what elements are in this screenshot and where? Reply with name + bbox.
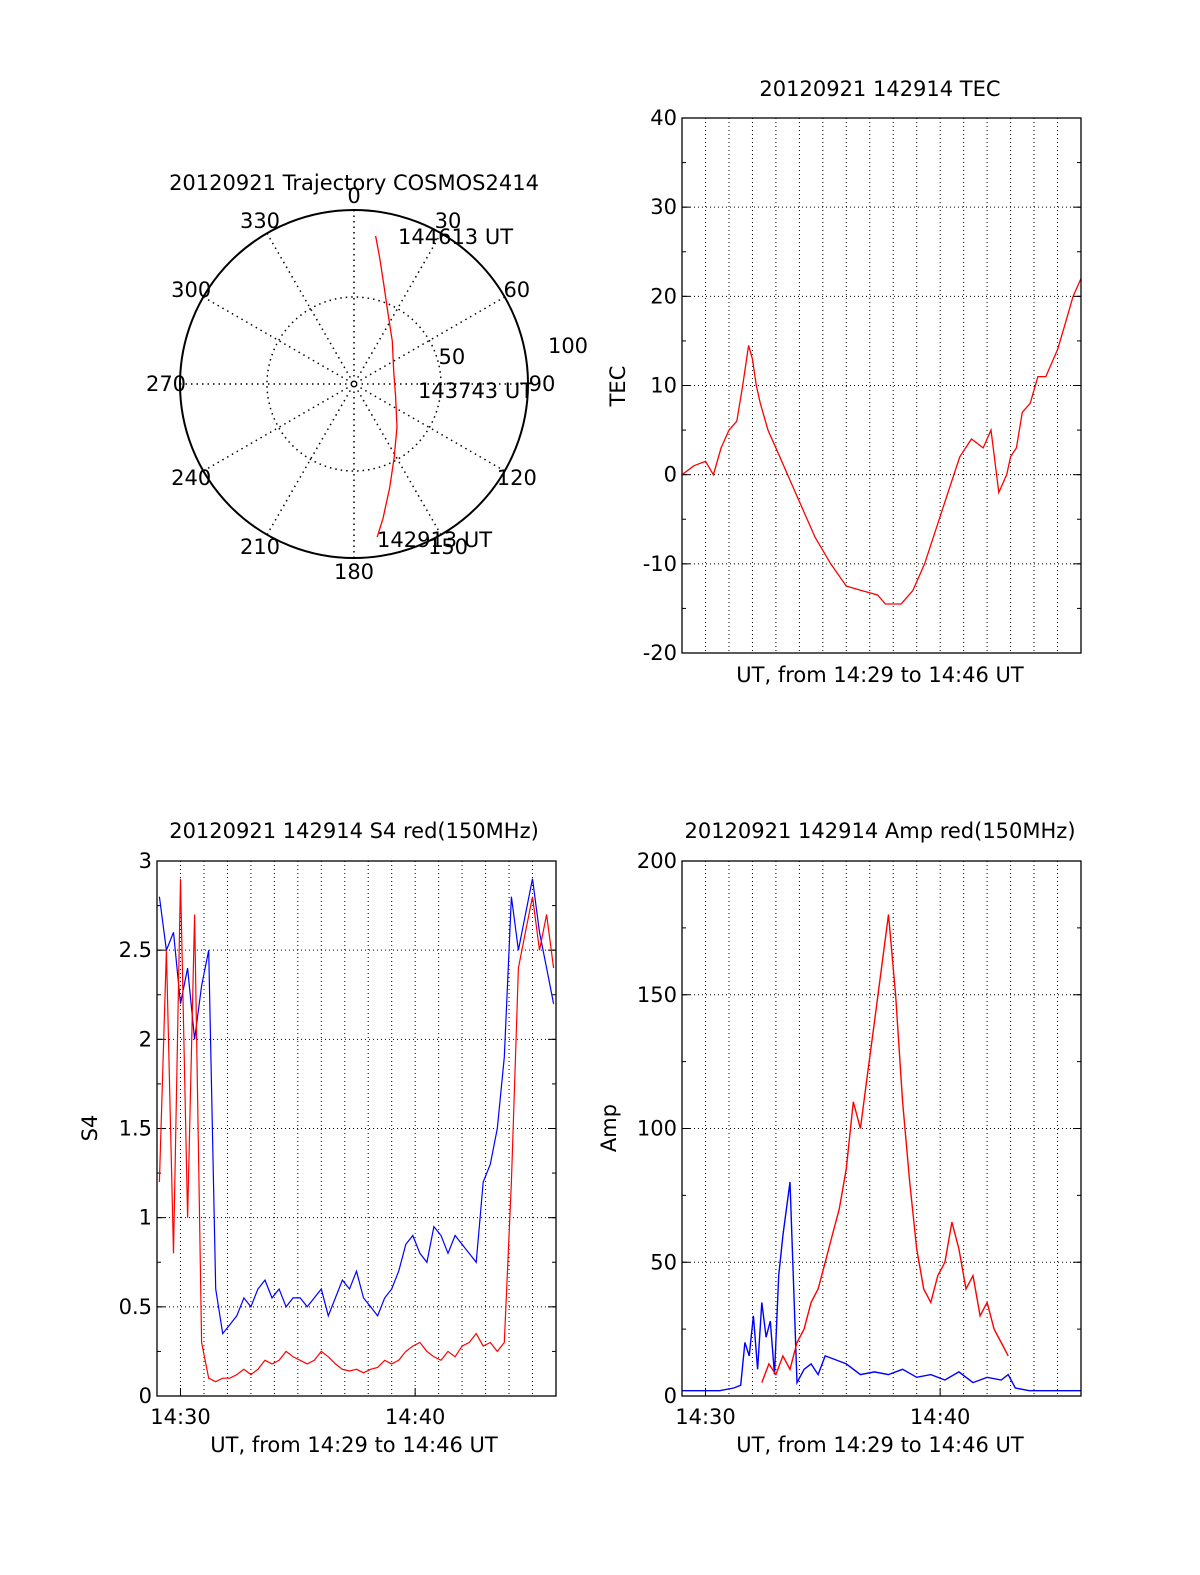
polar-spoke-30 [266,232,442,536]
ytick-label-50: 50 [650,1250,677,1274]
amp-ylabel: Amp [597,1104,621,1152]
ytick-label--20: -20 [643,641,677,665]
chart-1-body: -20 -10 0 10 20 30 40 [643,106,1082,665]
polar-ring-50 [266,296,442,472]
s4-chart: 20120921 142914 S4 red(150MHz) UT, from … [78,819,557,1457]
ytick-label-2.5: 2.5 [119,938,152,962]
azimuth-label-30: 30 [435,209,462,233]
trajectory-line [374,235,398,538]
azimuth-label-330: 330 [240,209,280,233]
tec-chart: 20120921 142914 TEC UT, from 14:29 to 14… [606,77,1082,687]
polar-grid [179,209,529,559]
ytick-label-0.5: 0.5 [119,1295,152,1319]
annotation-142913: 142913 UT [377,528,492,552]
polar-series [374,235,398,538]
azimuth-label-0: 0 [347,184,360,208]
ytick-label-40: 40 [650,106,677,130]
s4-ylabel: S4 [78,1115,102,1142]
polar-title: 20120921 Trajectory COSMOS2414 [169,171,539,195]
ytick-label-3: 3 [139,849,152,873]
xtick-label-14:30: 14:30 [675,1405,736,1429]
azimuth-label-300: 300 [171,278,211,302]
tec-title: 20120921 142914 TEC [759,77,1000,101]
series-red-line [682,278,1081,605]
azimuth-label-90: 90 [529,372,556,396]
plot-frame [681,117,1082,654]
polar-trajectory-chart: 20120921 Trajectory COSMOS2414 0 30 60 90 12… [146,171,588,584]
series-blue-line [682,1181,1081,1392]
ytick-label--10: -10 [643,552,677,576]
azimuth-label-150: 150 [428,535,468,559]
polar-labels: 0 30 60 90 120 150 180 210 240 270 300 330 50 100 [146,184,588,584]
series-red-line [158,878,555,1383]
series-red-line [761,914,1009,1383]
azimuth-label-210: 210 [240,535,280,559]
series-blue-line [158,878,555,1336]
amp-chart: 20120921 142914 Amp red(150MHz) UT, from… [597,819,1082,1457]
chart-3-body: 0 50 100 150 200 14:30 14:40 [637,849,1082,1429]
polar-spoke-150 [266,232,442,536]
xtick-label-14:30: 14:30 [150,1405,211,1429]
ytick-label-100: 100 [637,1117,677,1141]
tec-xlabel: UT, from 14:29 to 14:46 UT [736,663,1024,687]
ytick-label-0: 0 [139,1384,152,1408]
ytick-label-0: 0 [664,463,677,487]
radial-label-50: 50 [438,345,465,369]
azimuth-label-270: 270 [146,372,186,396]
plot-frame [156,860,557,1397]
ytick-label-1.5: 1.5 [119,1117,152,1141]
plot-frame [681,860,1082,1397]
ytick-label-200: 200 [637,849,677,873]
ytick-label-2: 2 [139,1027,152,1051]
amp-title: 20120921 142914 Amp red(150MHz) [684,819,1075,843]
radial-label-100: 100 [548,334,588,358]
xtick-label-14:40: 14:40 [385,1405,446,1429]
amp-xlabel: UT, from 14:29 to 14:46 UT [736,1433,1024,1457]
azimuth-label-240: 240 [171,466,211,490]
azimuth-label-120: 120 [497,466,537,490]
ytick-label-150: 150 [637,983,677,1007]
azimuth-label-180: 180 [334,560,374,584]
ytick-label-30: 30 [650,195,677,219]
tec-ylabel: TEC [606,366,630,408]
ytick-label-20: 20 [650,284,677,308]
ytick-label-10: 10 [650,374,677,398]
annotation-143743: 143743 UT [418,379,533,403]
ytick-label-1: 1 [139,1206,152,1230]
chart-2-body: 0 0.5 1 1.5 2 2.5 3 14:30 14:40 [119,849,557,1429]
ytick-label-0: 0 [664,1384,677,1408]
s4-title: 20120921 142914 S4 red(150MHz) [169,819,539,843]
annotation-144613: 144613 UT [398,225,513,249]
s4-xlabel: UT, from 14:29 to 14:46 UT [210,1433,498,1457]
azimuth-label-60: 60 [503,278,530,302]
xtick-label-14:40: 14:40 [910,1405,971,1429]
